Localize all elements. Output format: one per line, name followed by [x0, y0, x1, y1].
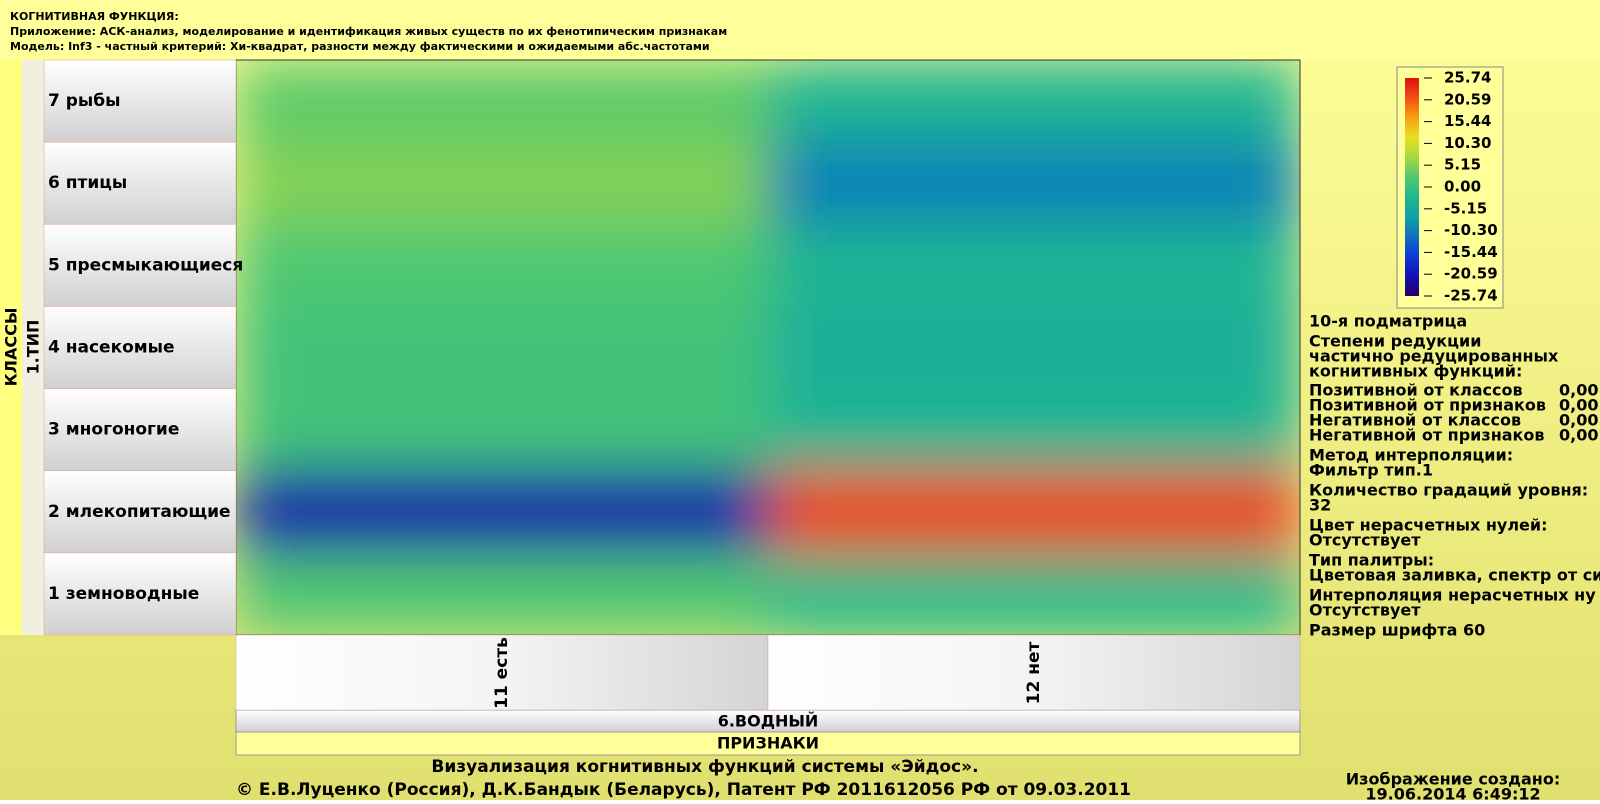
- info-line: 10-я подматрица: [1309, 312, 1467, 331]
- footer-line2: © Е.В.Луценко (Россия), Д.К.Бандык (Бела…: [236, 780, 1131, 800]
- colorbar-tick-label: 10.30: [1444, 134, 1491, 152]
- reduction-value: 0,00: [1559, 411, 1598, 430]
- y-axis-label: КЛАССЫ: [2, 308, 21, 387]
- colorbar-tick-label: -20.59: [1444, 265, 1498, 283]
- row-label-box: [43, 141, 237, 225]
- reduction-value: 0,00: [1559, 396, 1598, 415]
- footer-line1: Визуализация когнитивных функций системы…: [431, 757, 978, 777]
- setting-value: Цветовая заливка, спектр от си: [1309, 566, 1600, 585]
- header-app: Приложение: АСК-анализ, моделирование и …: [10, 25, 727, 38]
- heat-cell: [768, 224, 1300, 307]
- y-group-strip: [22, 60, 44, 635]
- column-label-box: [767, 634, 1301, 711]
- header-bg: [0, 0, 1600, 60]
- setting-label: Цвет нерасчетных нулей:: [1309, 516, 1548, 535]
- colorbar-tick-label: -25.74: [1444, 287, 1498, 305]
- heat-cell: [236, 60, 768, 143]
- heat-cell: [768, 470, 1300, 553]
- reduction-name: Позитивной от классов: [1309, 381, 1523, 400]
- colorbar-tick-label: 0.00: [1444, 178, 1481, 196]
- heat-cell: [768, 306, 1300, 389]
- column-label: 12 нет: [1024, 642, 1044, 705]
- setting-value: Фильтр тип.1: [1309, 461, 1433, 480]
- x-group-label: 6.ВОДНЫЙ: [718, 712, 819, 731]
- created-date: 19.06.2014 6:49:12: [1365, 785, 1540, 801]
- row-label-box: [43, 224, 237, 307]
- header-title: КОГНИТИВНАЯ ФУНКЦИЯ:: [10, 10, 179, 23]
- heat-cell: [236, 470, 768, 553]
- heat-cell: [236, 388, 768, 471]
- colorbar-tick-label: 25.74: [1444, 69, 1491, 87]
- heat-cell: [768, 388, 1300, 471]
- reduction-name: Позитивной от признаков: [1309, 396, 1546, 415]
- heat-cell: [236, 552, 768, 635]
- heat-cell: [236, 142, 768, 225]
- row-label-box: [43, 388, 237, 471]
- colorbar-tick-label: -15.44: [1444, 243, 1498, 261]
- colorbar-tick-label: 20.59: [1444, 90, 1491, 108]
- y-group-label: 1.ТИП: [24, 320, 43, 375]
- header-model: Модель: Inf3 - частный критерий: Хи-квад…: [10, 40, 710, 53]
- reduction-name: Негативной от признаков: [1309, 426, 1545, 445]
- row-label-box: [43, 552, 237, 636]
- setting-value: Отсутствует: [1309, 531, 1421, 550]
- colorbar-tick-label: -10.30: [1444, 221, 1498, 239]
- row-label: 2 млекопитающие: [48, 502, 231, 522]
- x-axis-box: [235, 731, 1301, 756]
- info-line: когнитивных функций:: [1309, 362, 1522, 381]
- colorbar-tick-label: 5.15: [1444, 156, 1481, 174]
- info-line: частично редуцированных: [1309, 347, 1559, 366]
- row-label: 4 насекомые: [48, 338, 175, 358]
- heatmap-cells: [236, 60, 1300, 635]
- setting-label: Метод интерполяции:: [1309, 446, 1513, 465]
- setting-label: Интерполяция нерасчетных ну: [1309, 586, 1596, 605]
- y-label-strip: [0, 60, 22, 635]
- font-size-info: Размер шрифта 60: [1309, 621, 1485, 640]
- colorbar: [1405, 78, 1419, 296]
- reduction-value: 0,00: [1559, 381, 1598, 400]
- row-label: 5 пресмыкающиеся: [48, 255, 243, 275]
- row-label: 6 птицы: [48, 173, 127, 193]
- heat-cell: [236, 306, 768, 389]
- heatmap: [236, 60, 1300, 635]
- heat-cell: [768, 142, 1300, 225]
- reduction-value: 0,00: [1559, 426, 1598, 445]
- row-label: 1 земноводные: [48, 584, 199, 604]
- created-label: Изображение создано:: [1346, 770, 1561, 789]
- info-line: Степени редукции: [1309, 332, 1481, 351]
- colorbar-tick-label: -5.15: [1444, 199, 1487, 217]
- column-label: 11 есть: [492, 637, 512, 709]
- setting-label: Количество градаций уровня:: [1309, 481, 1588, 500]
- setting-value: Отсутствует: [1309, 601, 1421, 620]
- setting-label: Тип палитры:: [1309, 551, 1434, 570]
- heat-cell: [768, 60, 1300, 143]
- x-axis-label: ПРИЗНАКИ: [717, 734, 819, 753]
- heat-cell: [768, 552, 1300, 635]
- row-label-box: [43, 470, 237, 554]
- heat-cell: [236, 224, 768, 307]
- row-label: 7 рыбы: [48, 91, 121, 111]
- colorbar-tick-label: 15.44: [1444, 112, 1491, 130]
- row-label-box: [43, 59, 237, 143]
- row-label: 3 многоногие: [48, 420, 179, 440]
- setting-value: 32: [1309, 496, 1331, 515]
- reduction-name: Негативной от классов: [1309, 411, 1521, 430]
- row-label-box: [43, 306, 237, 389]
